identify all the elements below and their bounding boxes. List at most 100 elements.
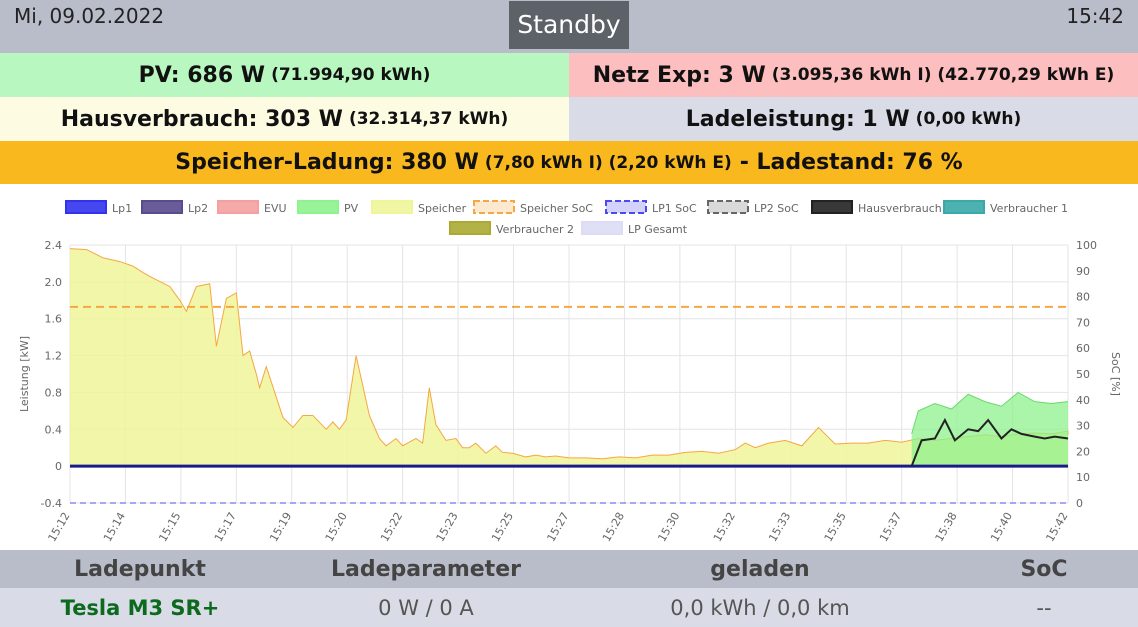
netz-energy: (3.095,36 kWh I) (42.770,29 kWh E) <box>771 65 1115 85</box>
date-display: Mi, 09.02.2022 <box>14 4 165 28</box>
legend-label: Verbraucher 1 <box>990 202 1068 215</box>
speicher-soc: - Ladestand: 76 % <box>739 150 963 175</box>
hausverbrauch-line <box>910 417 1069 467</box>
x-tick-label: 15:22 <box>378 510 405 544</box>
legend-swatch <box>65 200 107 214</box>
y2-tick-label: 80 <box>1076 291 1090 304</box>
x-tick-label: 15:30 <box>655 510 682 544</box>
pv-line <box>911 391 1069 435</box>
x-tick-label: 15:40 <box>988 510 1015 544</box>
haus-power: Hausverbrauch: 303 W <box>60 106 343 132</box>
legend-label: LP Gesamt <box>628 223 688 236</box>
lade-energy: (0,00 kWh) <box>915 109 1022 129</box>
x-tick-label: 15:37 <box>877 510 904 544</box>
y2-tick-label: 40 <box>1076 394 1090 407</box>
legend-label: Verbraucher 2 <box>496 223 574 236</box>
y2-tick-label: 100 <box>1076 239 1097 252</box>
speicher-row[interactable]: Speicher-Ladung: 380 W (7,80 kWh I) (2,2… <box>0 141 1138 184</box>
legend-swatch <box>581 221 623 235</box>
legend-swatch <box>141 200 183 214</box>
y2-tick-label: 30 <box>1076 420 1090 433</box>
x-tick-label: 15:42 <box>1043 510 1070 544</box>
y2-tick-label: 70 <box>1076 316 1090 329</box>
legend-swatch <box>473 200 515 214</box>
netz-cell[interactable]: Netz Exp: 3 W (3.095,36 kWh I) (42.770,2… <box>569 53 1138 97</box>
y2-tick-label: 0 <box>1076 497 1083 510</box>
x-tick-label: 15:14 <box>101 510 128 544</box>
ladeleistung-cell[interactable]: Ladeleistung: 1 W (0,00 kWh) <box>569 97 1138 141</box>
y2-tick-label: 50 <box>1076 368 1090 381</box>
y2-tick-label: 20 <box>1076 445 1090 458</box>
legend-swatch <box>943 200 985 214</box>
y2-tick-label: 90 <box>1076 265 1090 278</box>
header-ladepunkt: Ladepunkt <box>74 556 206 582</box>
legend-label: Speicher <box>418 202 467 215</box>
legend-label: Lp2 <box>188 202 208 215</box>
y-tick-label: 0.8 <box>45 386 63 399</box>
y-tick-label: -0.4 <box>41 497 62 510</box>
legend-label: EVU <box>264 202 287 215</box>
ladepunkt-row[interactable]: Tesla M3 SR+ 0 W / 0 A 0,0 kWh / 0,0 km … <box>0 588 1138 627</box>
header-geladen: geladen <box>710 556 810 582</box>
legend-swatch <box>811 200 853 214</box>
pv-power: PV: 686 W <box>138 62 266 88</box>
lade-power: Ladeleistung: 1 W <box>685 106 910 132</box>
y-tick-label: 2.0 <box>45 276 63 289</box>
netz-power: Netz Exp: 3 W <box>592 62 766 88</box>
hausverbrauch-cell[interactable]: Hausverbrauch: 303 W (32.314,37 kWh) <box>0 97 569 141</box>
speicher-power: Speicher-Ladung: 380 W <box>175 150 479 175</box>
legend-label: Speicher SoC <box>520 202 593 215</box>
legend-label: LP2 SoC <box>754 202 799 215</box>
header-soc: SoC <box>1020 556 1068 582</box>
y2-tick-label: 10 <box>1076 471 1090 484</box>
legend-label: Lp1 <box>112 202 132 215</box>
power-chart[interactable]: Lp1 Lp2 EVU PV Speicher Speicher SoC LP1 SoC LP… <box>0 184 1138 548</box>
y2-axis-label: SoC [%] <box>1109 352 1122 396</box>
legend-swatch <box>605 200 647 214</box>
x-tick-label: 15:12 <box>45 510 72 544</box>
y-tick-label: 1.2 <box>45 350 63 363</box>
ladepunkt-param: 0 W / 0 A <box>378 595 474 620</box>
y-tick-label: 0 <box>55 460 62 473</box>
header-ladeparameter: Ladeparameter <box>331 556 521 582</box>
pv-area <box>911 392 1068 467</box>
status-button[interactable]: Standby <box>509 1 629 49</box>
legend-swatch <box>449 221 491 235</box>
ladepunkt-geladen: 0,0 kWh / 0,0 km <box>670 595 850 620</box>
time-display: 15:42 <box>1066 4 1124 28</box>
speicher-cell: Speicher-Ladung: 380 W (7,80 kWh I) (2,2… <box>175 141 962 184</box>
y-tick-label: 2.4 <box>45 239 63 252</box>
speicher-line <box>69 248 1069 460</box>
ladepunkt-soc: -- <box>1036 595 1052 620</box>
legend-swatch <box>217 200 259 214</box>
summary-row-1: PV: 686 W (71.994,90 kWh) Netz Exp: 3 W … <box>0 53 1138 97</box>
x-tick-label: 15:32 <box>711 510 738 544</box>
ladepunkt-name[interactable]: Tesla M3 SR+ <box>60 595 220 620</box>
speicher-energy: (7,80 kWh I) (2,20 kWh E) <box>484 152 732 173</box>
x-tick-label: 15:38 <box>933 510 960 544</box>
ladepunkt-header: Ladepunkt Ladeparameter geladen SoC <box>0 550 1138 588</box>
legend-swatch <box>371 200 413 214</box>
haus-energy: (32.314,37 kWh) <box>348 109 509 129</box>
y-axis-label: Leistung [kW] <box>18 336 31 412</box>
y-tick-label: 0.4 <box>45 423 63 436</box>
x-tick-label: 15:17 <box>212 510 239 544</box>
legend-label: LP1 SoC <box>652 202 697 215</box>
x-tick-label: 15:15 <box>156 510 183 544</box>
x-tick-label: 15:33 <box>766 510 793 544</box>
x-tick-label: 15:23 <box>434 510 461 544</box>
legend-label: Hausverbrauch <box>858 202 942 215</box>
x-tick-label: 15:25 <box>489 510 516 544</box>
y-tick-label: 1.6 <box>45 313 63 326</box>
pv-cell[interactable]: PV: 686 W (71.994,90 kWh) <box>0 53 569 97</box>
summary-row-2: Hausverbrauch: 303 W (32.314,37 kWh) Lad… <box>0 97 1138 141</box>
legend-swatch <box>707 200 749 214</box>
pv-energy: (71.994,90 kWh) <box>271 65 431 85</box>
top-bar: Mi, 09.02.2022 Standby 15:42 <box>0 0 1138 53</box>
y2-tick-label: 60 <box>1076 342 1090 355</box>
legend-swatch <box>297 200 339 214</box>
legend-label: PV <box>344 202 359 215</box>
x-tick-label: 15:28 <box>600 510 627 544</box>
chart-svg: Lp1 Lp2 EVU PV Speicher Speicher SoC LP1 SoC LP… <box>18 200 1122 544</box>
x-tick-label: 15:19 <box>267 510 294 544</box>
